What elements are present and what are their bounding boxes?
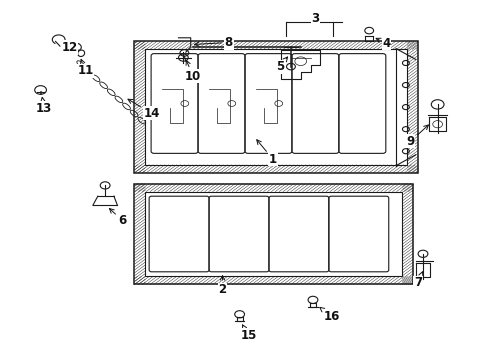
Bar [134,184,412,284]
Text: 12: 12 [61,40,78,54]
Text: 13: 13 [36,98,52,114]
Text: 6: 6 [109,208,126,227]
Text: 4: 4 [375,37,389,50]
Text: 10: 10 [184,60,201,83]
Text: 15: 15 [240,325,256,342]
Text: 11: 11 [77,59,94,77]
Bar [145,49,407,165]
Bar [145,192,402,276]
Text: 1: 1 [256,140,276,166]
Text: 3: 3 [311,12,319,24]
Text: 14: 14 [128,99,160,120]
Text: 2: 2 [218,276,226,296]
Text: 8: 8 [194,36,232,49]
Text: 5: 5 [275,57,287,73]
Text: 16: 16 [319,307,339,323]
Text: 9: 9 [406,125,427,148]
Text: 7: 7 [413,272,422,289]
Bar [134,41,417,173]
